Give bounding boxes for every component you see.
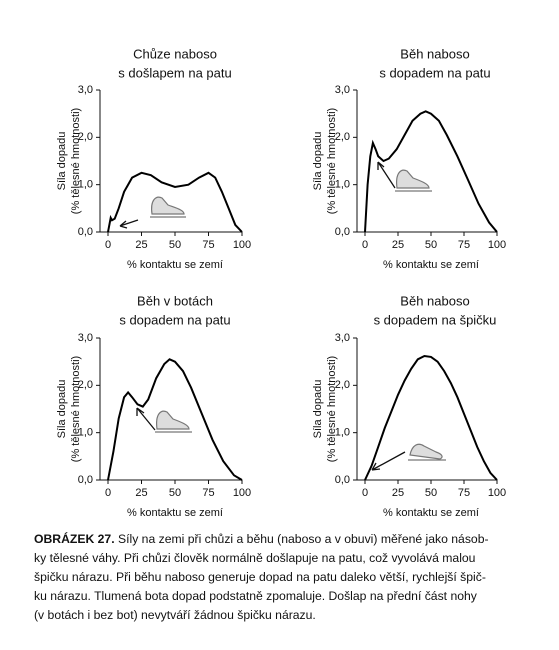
x-tick-label: 75: [202, 239, 214, 251]
caption-line: ku nárazu. Tlumená bota dopad podstatně …: [34, 587, 534, 606]
x-axis-label: % kontaktu se zemí: [127, 259, 223, 271]
x-tick-label: 0: [362, 487, 368, 499]
arrow: [119, 219, 139, 229]
y-tick-label: 2,0: [335, 379, 350, 391]
x-tick-label: 25: [135, 487, 147, 499]
annotation-arrows: [119, 161, 406, 471]
x-tick-label: 50: [169, 239, 181, 251]
caption-line: OBRÁZEK 27. Síly na zemi při chůzi a běh…: [34, 530, 534, 549]
y-axis-label: (% tělesné hmotnosti): [326, 108, 338, 214]
y-axis-label: Síla dopadu: [56, 380, 68, 439]
caption-text: ku nárazu. Tlumená bota dopad podstatně …: [34, 589, 477, 603]
x-tick-label: 50: [425, 487, 437, 499]
x-tick-label: 75: [202, 487, 214, 499]
x-tick-label: 100: [233, 487, 251, 499]
x-tick-label: 100: [488, 487, 506, 499]
y-axis-label: Síla dopadu: [56, 132, 68, 191]
x-tick-label: 25: [135, 239, 147, 251]
data-line: [107, 358, 243, 481]
arrow: [377, 161, 396, 189]
caption-line: špičku nárazu. Při běhu naboso generuje …: [34, 568, 534, 587]
x-tick-label: 50: [425, 239, 437, 251]
chart-title: s došlapem na patu: [118, 65, 231, 80]
data-line: [107, 171, 243, 233]
y-axis-label: (% tělesné hmotnosti): [70, 356, 82, 462]
caption-line: (v botách i bez bot) nevytváří žádnou šp…: [34, 606, 534, 625]
caption-text: (v botách i bez bot) nevytváří žádnou šp…: [34, 608, 316, 622]
y-tick-label: 0,0: [335, 474, 350, 486]
foot-icon: [150, 196, 186, 218]
y-tick-label: 0,0: [78, 474, 93, 486]
foot-icon: [395, 169, 432, 192]
x-tick-label: 0: [362, 239, 368, 251]
y-tick-label: 0,0: [78, 226, 93, 238]
caption-text: Síly na zemi při chůzi a běhu (naboso a …: [114, 532, 489, 546]
y-tick-label: 2,0: [78, 379, 93, 391]
y-axis-label: (% tělesné hmotnosti): [326, 356, 338, 462]
caption-line: ky tělesné váhy. Při chůzi člověk normál…: [34, 549, 534, 568]
y-axis-label: (% tělesné hmotnosti): [70, 108, 82, 214]
y-tick-label: 1,0: [78, 427, 93, 439]
chart-title: Běh naboso: [400, 46, 469, 61]
data-line: [364, 354, 498, 481]
chart-title: Chůze naboso: [133, 46, 217, 61]
x-tick-label: 0: [105, 487, 111, 499]
caption: OBRÁZEK 27. Síly na zemi při chůzi a běh…: [34, 530, 534, 625]
x-tick-label: 0: [105, 239, 111, 251]
x-tick-label: 50: [169, 487, 181, 499]
y-tick-label: 0,0: [335, 226, 350, 238]
data-line: [364, 110, 498, 233]
x-tick-label: 25: [392, 239, 404, 251]
y-tick-label: 2,0: [78, 131, 93, 143]
x-tick-label: 25: [392, 487, 404, 499]
chart-title: s dopadem na patu: [379, 65, 490, 80]
y-tick-label: 1,0: [335, 427, 350, 439]
x-axis-label: % kontaktu se zemí: [383, 259, 479, 271]
y-tick-label: 2,0: [335, 131, 350, 143]
arrow: [136, 407, 156, 431]
chart-title: s dopadem na patu: [119, 312, 230, 327]
x-axis-label: % kontaktu se zemí: [127, 507, 223, 519]
chart-title: s dopadem na špičku: [374, 312, 497, 327]
x-axis-label: % kontaktu se zemí: [383, 507, 479, 519]
chart-title: Běh v botách: [137, 293, 213, 308]
caption-text: špičku nárazu. Při běhu naboso generuje …: [34, 570, 486, 584]
y-axis-label: Síla dopadu: [312, 132, 324, 191]
x-tick-label: 75: [458, 487, 470, 499]
foot-icon: [408, 443, 446, 461]
y-tick-label: 3,0: [335, 332, 350, 344]
foot-icons: [150, 169, 446, 461]
y-tick-label: 1,0: [78, 179, 93, 191]
figure: Chůze naboso s došlapem na patu Síla dopad…: [56, 46, 506, 519]
x-tick-label: 100: [488, 239, 506, 251]
chart-title: Běh naboso: [400, 293, 469, 308]
y-axis-label: Síla dopadu: [312, 380, 324, 439]
x-tick-label: 75: [458, 239, 470, 251]
y-tick-label: 3,0: [78, 84, 93, 96]
y-tick-label: 3,0: [335, 84, 350, 96]
y-tick-label: 3,0: [78, 332, 93, 344]
foot-icon: [155, 410, 192, 433]
x-tick-label: 100: [233, 239, 251, 251]
y-tick-label: 1,0: [335, 179, 350, 191]
arrow: [371, 451, 406, 471]
caption-text: ky tělesné váhy. Při chůzi člověk normál…: [34, 551, 476, 565]
caption-label: OBRÁZEK 27.: [34, 532, 115, 546]
